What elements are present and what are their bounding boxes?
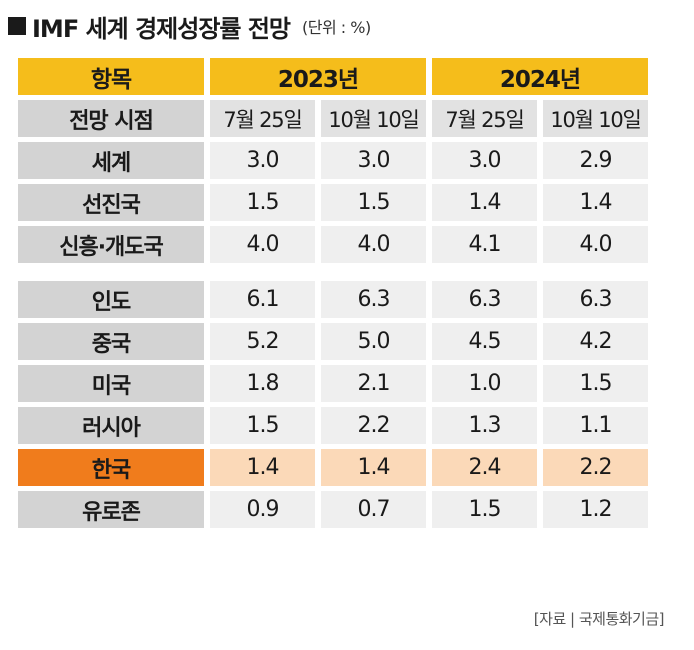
value-cell: 1.4 xyxy=(543,184,648,221)
table-row-eurozone: 유로존 0.9 0.7 1.5 1.2 xyxy=(18,491,664,528)
table-row-china: 중국 5.2 5.0 4.5 4.2 xyxy=(18,323,664,360)
chart-title: IMF 세계 경제성장률 전망 (단위 : %) xyxy=(8,6,371,46)
value-cell: 2.2 xyxy=(321,407,426,444)
value-cell: 4.0 xyxy=(210,226,315,263)
value-cell: 1.5 xyxy=(543,365,648,402)
value-cell-highlight: 1.4 xyxy=(321,449,426,486)
value-cell: 1.0 xyxy=(432,365,537,402)
header-year-2023: 2023년 xyxy=(210,58,426,95)
table-row-india: 인도 6.1 6.3 6.3 6.3 xyxy=(18,281,664,318)
header-row: 항목 2023년 2024년 xyxy=(18,58,664,95)
value-cell: 1.3 xyxy=(432,407,537,444)
value-cell-highlight: 2.4 xyxy=(432,449,537,486)
value-cell: 0.7 xyxy=(321,491,426,528)
header-year-2024: 2024년 xyxy=(432,58,648,95)
title-text: IMF 세계 경제성장률 전망 xyxy=(32,14,291,43)
value-cell: 3.0 xyxy=(432,142,537,179)
table-row-korea: 한국 1.4 1.4 2.4 2.2 xyxy=(18,449,664,486)
value-cell: 1.8 xyxy=(210,365,315,402)
value-cell: 1.5 xyxy=(432,491,537,528)
value-cell: 1.5 xyxy=(210,407,315,444)
value-cell: 3.0 xyxy=(321,142,426,179)
value-cell: 1.5 xyxy=(210,184,315,221)
value-cell: 4.2 xyxy=(543,323,648,360)
table-row-russia: 러시아 1.5 2.2 1.3 1.1 xyxy=(18,407,664,444)
value-cell: 4.1 xyxy=(432,226,537,263)
bullet-square-icon xyxy=(8,17,26,35)
value-cell: 1.5 xyxy=(321,184,426,221)
header-item-cell: 항목 xyxy=(18,58,204,95)
value-cell: 3.0 xyxy=(210,142,315,179)
row-label-highlight: 한국 xyxy=(18,449,204,486)
row-label: 미국 xyxy=(18,365,204,402)
value-cell-highlight: 1.4 xyxy=(210,449,315,486)
subheader-date-cell: 7월 25일 xyxy=(432,100,537,137)
subheader-date-cell: 7월 25일 xyxy=(210,100,315,137)
row-label: 신흥·개도국 xyxy=(18,226,204,263)
row-label: 인도 xyxy=(18,281,204,318)
value-cell: 6.1 xyxy=(210,281,315,318)
row-label: 러시아 xyxy=(18,407,204,444)
subheader-row: 전망 시점 7월 25일 10월 10일 7월 25일 10월 10일 xyxy=(18,100,664,137)
value-cell: 1.4 xyxy=(432,184,537,221)
value-cell: 2.9 xyxy=(543,142,648,179)
row-label: 유로존 xyxy=(18,491,204,528)
value-cell: 2.1 xyxy=(321,365,426,402)
value-cell: 4.0 xyxy=(543,226,648,263)
table-row-world: 세계 3.0 3.0 3.0 2.9 xyxy=(18,142,664,179)
table-row-emerging: 신흥·개도국 4.0 4.0 4.1 4.0 xyxy=(18,226,664,263)
forecast-table: 항목 2023년 2024년 전망 시점 7월 25일 10월 10일 7월 2… xyxy=(18,58,664,533)
source-credit: [자료 | 국제통화기금] xyxy=(533,610,665,628)
value-cell: 6.3 xyxy=(543,281,648,318)
unit-label: (단위 : %) xyxy=(302,18,371,37)
value-cell: 1.2 xyxy=(543,491,648,528)
value-cell: 1.1 xyxy=(543,407,648,444)
value-cell: 5.0 xyxy=(321,323,426,360)
subheader-label-cell: 전망 시점 xyxy=(18,100,204,137)
value-cell: 6.3 xyxy=(321,281,426,318)
table-row-usa: 미국 1.8 2.1 1.0 1.5 xyxy=(18,365,664,402)
table-row-advanced: 선진국 1.5 1.5 1.4 1.4 xyxy=(18,184,664,221)
value-cell: 4.0 xyxy=(321,226,426,263)
row-label: 세계 xyxy=(18,142,204,179)
value-cell: 5.2 xyxy=(210,323,315,360)
row-label: 선진국 xyxy=(18,184,204,221)
subheader-date-cell: 10월 10일 xyxy=(321,100,426,137)
value-cell: 0.9 xyxy=(210,491,315,528)
row-label: 중국 xyxy=(18,323,204,360)
subheader-date-cell: 10월 10일 xyxy=(543,100,648,137)
value-cell: 6.3 xyxy=(432,281,537,318)
value-cell: 4.5 xyxy=(432,323,537,360)
value-cell-highlight: 2.2 xyxy=(543,449,648,486)
